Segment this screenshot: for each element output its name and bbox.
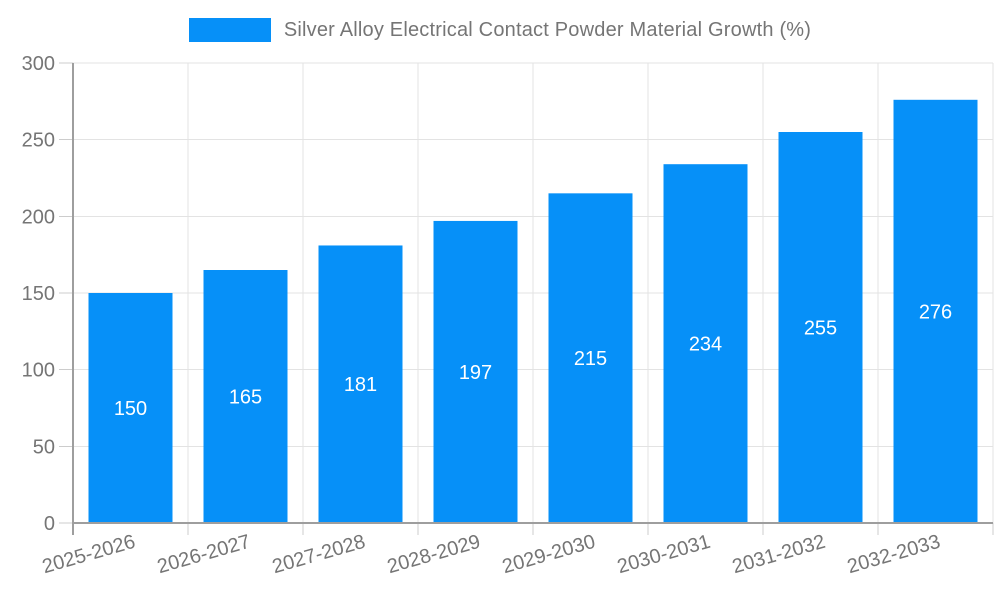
bar <box>548 193 633 524</box>
x-tick-label: 2025-2026 <box>40 531 138 579</box>
chart-legend: Silver Alloy Electrical Contact Powder M… <box>0 18 1000 42</box>
x-tick-label: 2030-2031 <box>615 531 713 579</box>
bar-value-label: 276 <box>919 301 952 323</box>
bar <box>778 132 863 523</box>
y-tick-label: 0 <box>44 513 55 535</box>
bar <box>663 164 748 523</box>
x-tick-label: 2029-2030 <box>500 531 598 579</box>
x-tick-label: 2027-2028 <box>270 531 368 579</box>
x-tick-label: 2031-2032 <box>730 531 828 579</box>
bar-value-label: 150 <box>114 398 147 420</box>
y-tick-label: 250 <box>22 130 55 152</box>
y-tick-label: 200 <box>22 206 55 228</box>
bar <box>318 245 403 523</box>
bar-value-label: 255 <box>804 318 837 340</box>
y-tick-label: 100 <box>22 360 55 382</box>
legend-series-label: Silver Alloy Electrical Contact Powder M… <box>283 18 812 41</box>
y-tick-label: 50 <box>33 436 55 458</box>
y-tick-label: 150 <box>22 283 55 305</box>
x-tick-label: 2028-2029 <box>385 531 483 579</box>
x-tick-label: 2032-2033 <box>845 531 943 579</box>
bar-value-label: 181 <box>344 374 377 396</box>
bar-value-label: 197 <box>459 362 492 384</box>
bar-value-label: 234 <box>689 334 722 356</box>
bar-value-label: 215 <box>574 348 607 370</box>
y-tick-label: 300 <box>22 53 55 75</box>
bar-value-label: 165 <box>229 387 262 409</box>
bar <box>88 293 173 523</box>
bar <box>893 99 978 524</box>
legend-color-swatch <box>188 18 271 42</box>
x-tick-label: 2026-2027 <box>155 531 253 579</box>
bar <box>203 270 288 523</box>
bar <box>433 220 518 523</box>
